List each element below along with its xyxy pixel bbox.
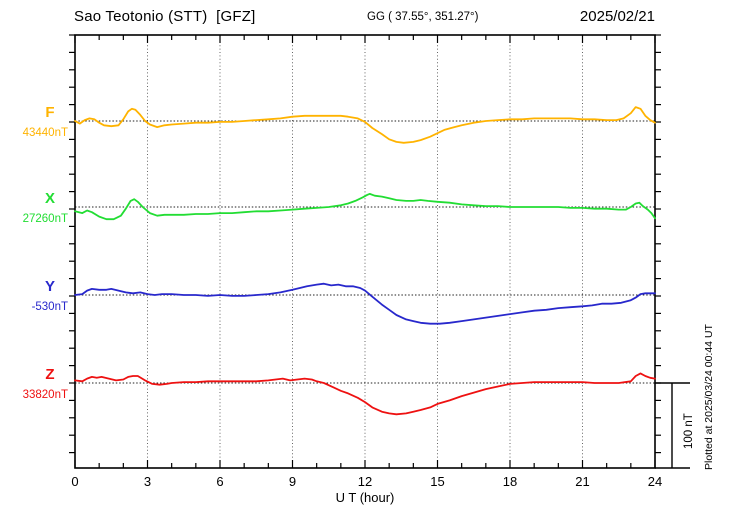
- x-tick-label: 12: [357, 474, 373, 489]
- x-tick-label: 15: [430, 474, 445, 489]
- x-axis-title: U T (hour): [335, 490, 395, 505]
- channel-baseline-value-x: 27260nT: [22, 213, 68, 225]
- channel-baseline-value-z: 33820nT: [22, 389, 68, 401]
- x-tick-label: 9: [288, 474, 297, 489]
- trace-z: [74, 372, 656, 416]
- channel-label-f: F: [45, 104, 55, 121]
- trace-x: [74, 192, 656, 221]
- trace-f: [74, 106, 656, 144]
- x-tick-label: 6: [216, 474, 224, 489]
- channel-label-y: Y: [44, 278, 55, 295]
- scale-bar-label: 100 nT: [683, 413, 695, 449]
- x-tick-label: 18: [502, 474, 518, 489]
- x-tick-label: 21: [575, 474, 590, 489]
- observation-date: 2025/02/21: [579, 8, 655, 25]
- geographic-coordinates: GG ( 37.55°, 351.27°): [367, 11, 479, 23]
- channel-baseline-value-y: -530nT: [31, 301, 68, 313]
- trace-y: [74, 282, 656, 325]
- plotted-at-timestamp: Plotted at 2025/03/24 00:44 UT: [703, 324, 715, 470]
- x-tick-label: 3: [143, 474, 152, 489]
- channel-label-x: X: [44, 190, 55, 207]
- x-tick-label: 0: [71, 474, 79, 489]
- observatory-title: Sao Teotonio (STT) [GFZ]: [74, 8, 256, 25]
- x-tick-label: 24: [647, 474, 663, 489]
- channel-label-z: Z: [45, 366, 55, 383]
- channel-baseline-value-f: 43440nT: [22, 127, 68, 139]
